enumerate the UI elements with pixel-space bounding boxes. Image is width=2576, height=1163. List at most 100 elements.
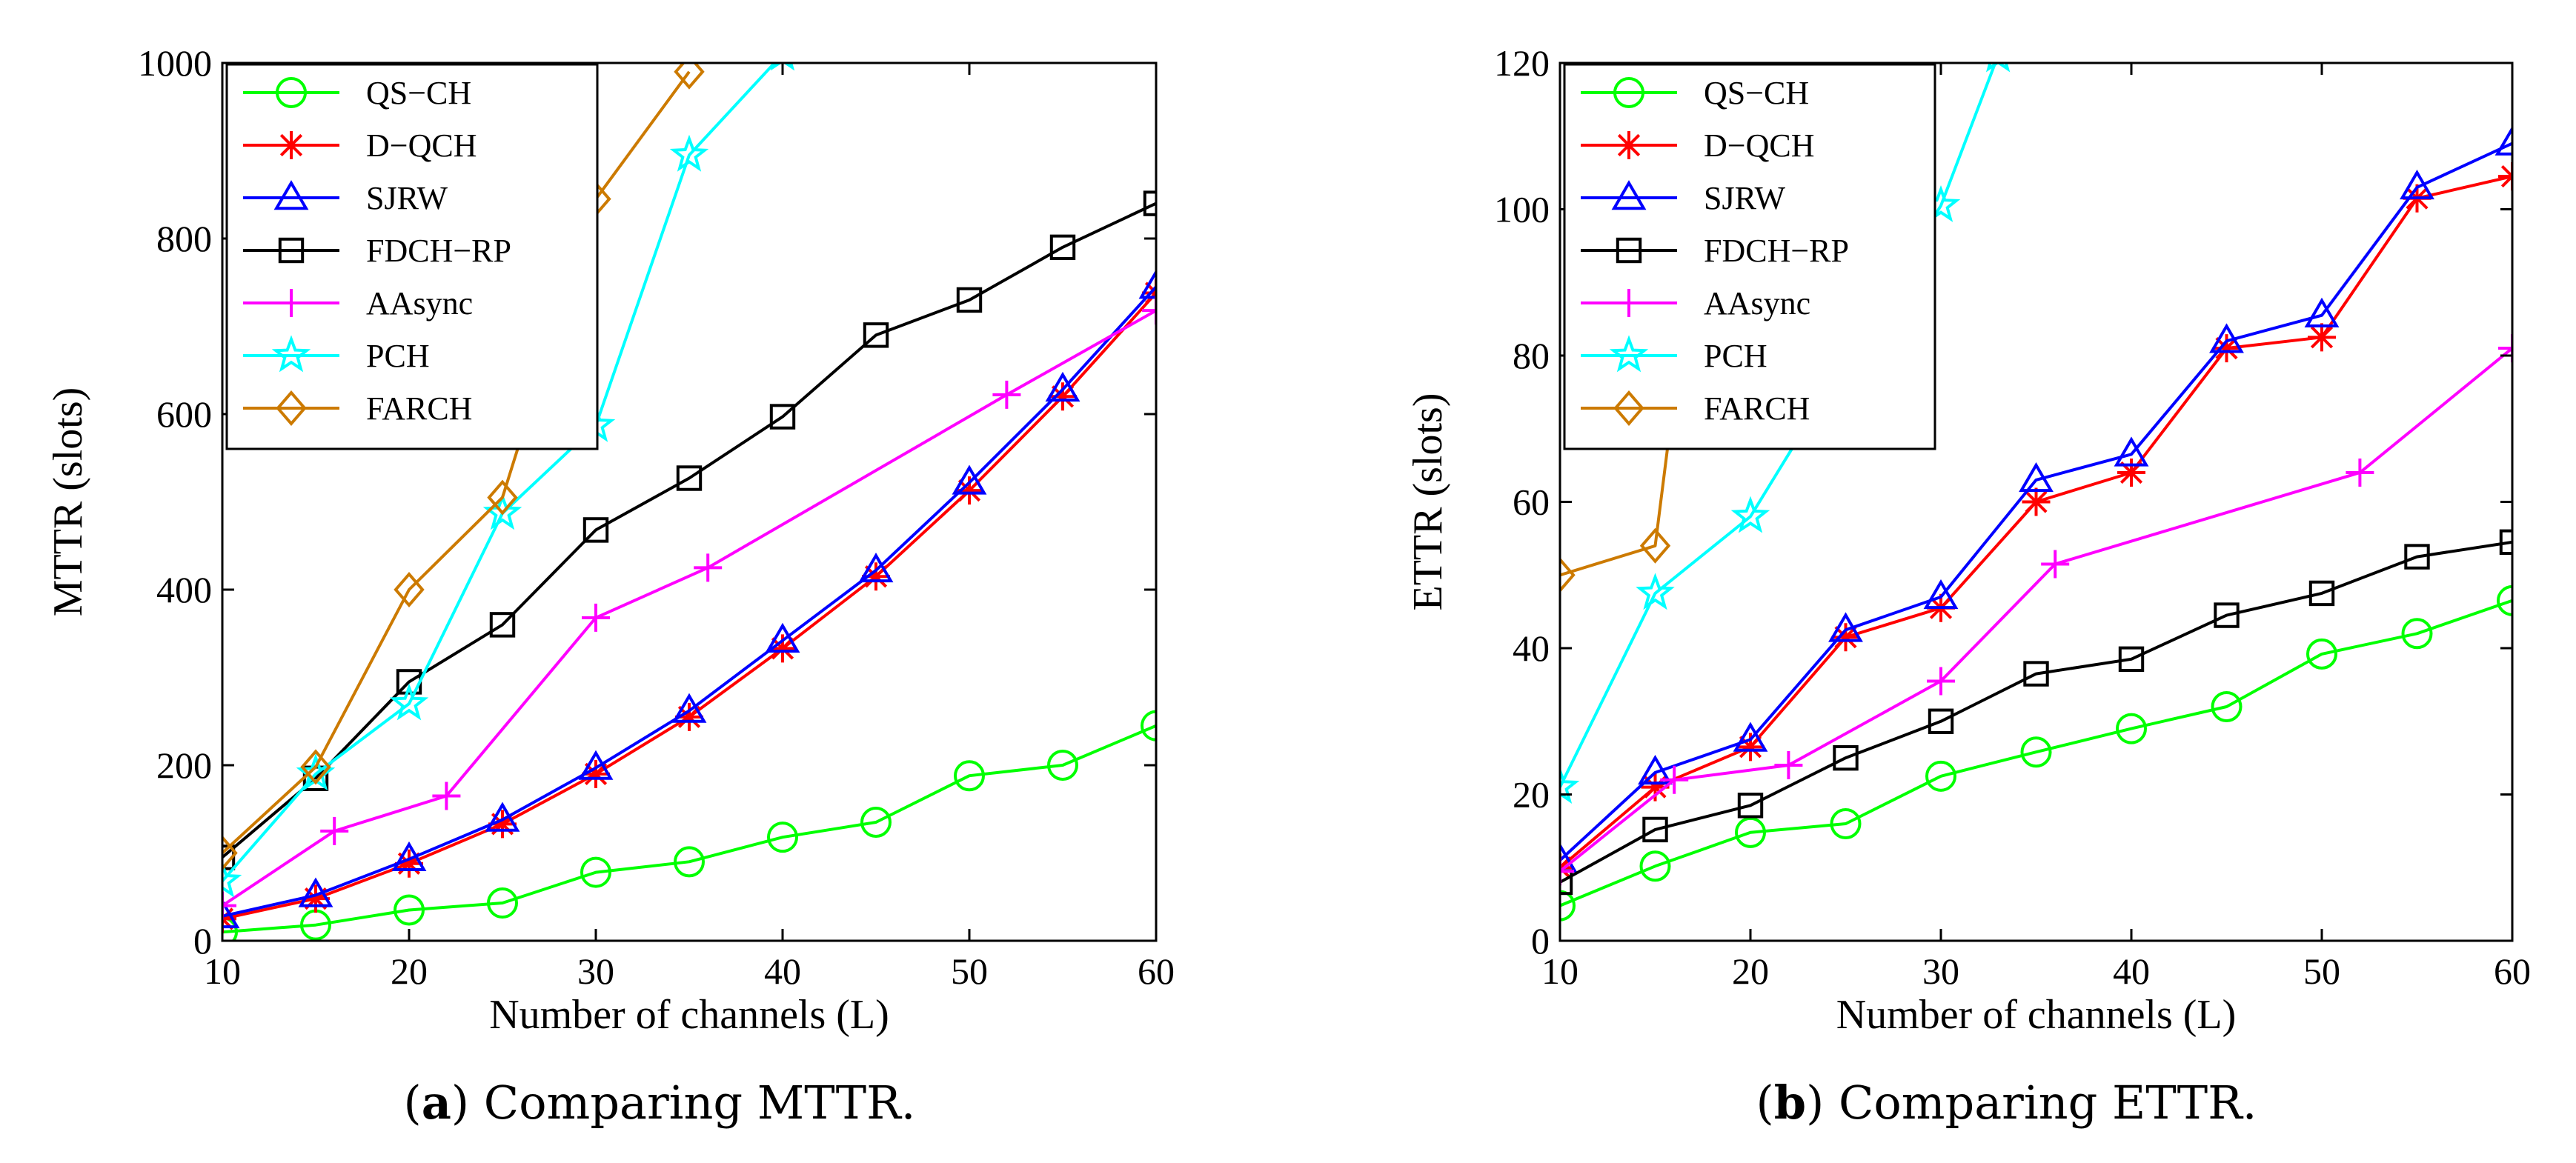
data-point-circle <box>674 846 705 878</box>
data-point-triangle <box>2304 297 2340 327</box>
data-point-triangle <box>2114 436 2149 467</box>
series-line-star <box>1560 63 1997 788</box>
data-point-square <box>582 517 609 543</box>
data-point-square <box>2499 529 2512 556</box>
legend-entry: FARCH <box>1581 390 1810 427</box>
legend-label: PCH <box>1704 338 1767 374</box>
data-point-circle <box>1639 850 1671 882</box>
legend-entry: D−QCH <box>243 127 477 164</box>
data-point-square <box>1143 190 1156 216</box>
x-tick-label: 40 <box>2113 950 2150 992</box>
data-point-diamond <box>1639 527 1671 564</box>
data-point-circle <box>2306 638 2337 670</box>
x-tick-label: 20 <box>391 950 428 992</box>
chart-ettr: 10 20 30 40 50 60 0 20 40 60 80 100 120 Number of cha… <box>1405 42 2531 1130</box>
data-point-asterisk <box>1049 382 1077 411</box>
data-point-square <box>1833 744 1859 771</box>
legend-label: PCH <box>366 338 430 374</box>
data-point-plus <box>1560 857 1574 886</box>
y-axis-title: MTTR (slots) <box>45 387 91 617</box>
data-point-plus <box>2041 550 2070 579</box>
data-point-asterisk <box>675 702 703 731</box>
series-markers-circle <box>1560 584 2512 922</box>
y-tick-label: 1000 <box>138 42 212 84</box>
data-point-plus <box>992 380 1021 409</box>
data-point-plus <box>1142 296 1156 325</box>
legend-label: FDCH−RP <box>366 233 511 269</box>
data-point-circle <box>1830 808 1862 839</box>
caption-text: ) Comparing MTTR. <box>451 1076 916 1130</box>
data-point-triangle <box>858 553 894 583</box>
data-point-plus <box>1927 667 1955 696</box>
caption-letter: a <box>422 1076 451 1130</box>
legend-entry: FDCH−RP <box>243 233 511 269</box>
data-point-asterisk <box>1641 773 1670 802</box>
data-point-triangle <box>222 898 240 929</box>
data-point-triangle <box>1138 269 1156 299</box>
x-axis-title: Number of channels (L) <box>1836 992 2237 1038</box>
data-point-star <box>1636 573 1675 610</box>
x-tick-label: 60 <box>2494 950 2531 992</box>
data-point-asterisk <box>302 884 330 913</box>
data-point-square <box>1049 234 1076 261</box>
data-point-square <box>2118 646 2145 673</box>
x-tick-label: 50 <box>2303 950 2340 992</box>
legend-entry: FDCH−RP <box>1581 233 1849 269</box>
series-markers-triangle <box>222 269 1156 929</box>
series-markers-plus <box>222 296 1156 920</box>
data-point-circle <box>2116 713 2147 744</box>
x-tick-label: 30 <box>577 950 614 992</box>
y-tick-label: 200 <box>156 744 212 786</box>
legend-label: SJRW <box>366 180 448 216</box>
data-point-square <box>863 322 889 348</box>
legend-marker-plus <box>277 289 305 317</box>
data-point-asterisk <box>2308 323 2336 352</box>
series-line-triangle <box>1560 141 2512 862</box>
data-point-asterisk <box>955 476 983 505</box>
legend-entry: AAsync <box>243 285 473 321</box>
y-tick-label: 60 <box>1513 481 1550 523</box>
legend-marker-square <box>1616 237 1642 264</box>
legend-entry: AAsync <box>1581 285 1810 321</box>
y-tick-label: 120 <box>1494 42 1550 84</box>
legend-marker-plus <box>1615 289 1643 317</box>
data-point-star <box>389 683 429 721</box>
data-point-diamond <box>394 572 425 607</box>
legend-label: FARCH <box>1704 390 1810 427</box>
data-point-asterisk <box>2212 334 2241 363</box>
data-point-triangle <box>1560 842 1578 873</box>
series-markers-plus <box>1560 334 2512 886</box>
x-tick-label: 20 <box>1732 950 1769 992</box>
data-point-triangle <box>765 622 800 653</box>
data-point-triangle <box>2019 461 2054 493</box>
legend-entry: SJRW <box>1581 180 1786 216</box>
legend-entry: QS−CH <box>243 75 471 111</box>
data-point-circle <box>2211 691 2243 722</box>
plot-area <box>222 63 1156 941</box>
y-tick-label: 0 <box>1531 920 1550 962</box>
series-markers-triangle <box>1560 125 2512 873</box>
data-point-square <box>956 287 983 313</box>
caption-open: ( <box>403 1076 421 1130</box>
data-point-triangle <box>2494 125 2512 156</box>
data-point-circle <box>1141 710 1156 742</box>
legend-box <box>1563 63 1936 450</box>
data-point-asterisk <box>2022 487 2051 516</box>
data-point-asterisk <box>2117 459 2145 487</box>
legend-label: FDCH−RP <box>1704 233 1849 269</box>
y-tick-label: 20 <box>1513 774 1550 816</box>
data-point-star <box>1985 63 2011 73</box>
data-point-triangle <box>2400 169 2434 200</box>
legend-marker-circle <box>1613 77 1644 108</box>
legend-box <box>225 63 599 450</box>
legend-entry: PCH <box>243 335 430 374</box>
data-point-triangle <box>1045 371 1080 402</box>
legend-marker-triangle <box>1611 180 1647 210</box>
legend-marker-asterisk <box>277 131 305 159</box>
data-point-diamond <box>300 749 331 785</box>
legend-label: FARCH <box>366 390 472 427</box>
data-point-plus <box>1660 765 1689 794</box>
data-point-diamond <box>1560 557 1576 593</box>
data-point-circle <box>580 856 611 888</box>
